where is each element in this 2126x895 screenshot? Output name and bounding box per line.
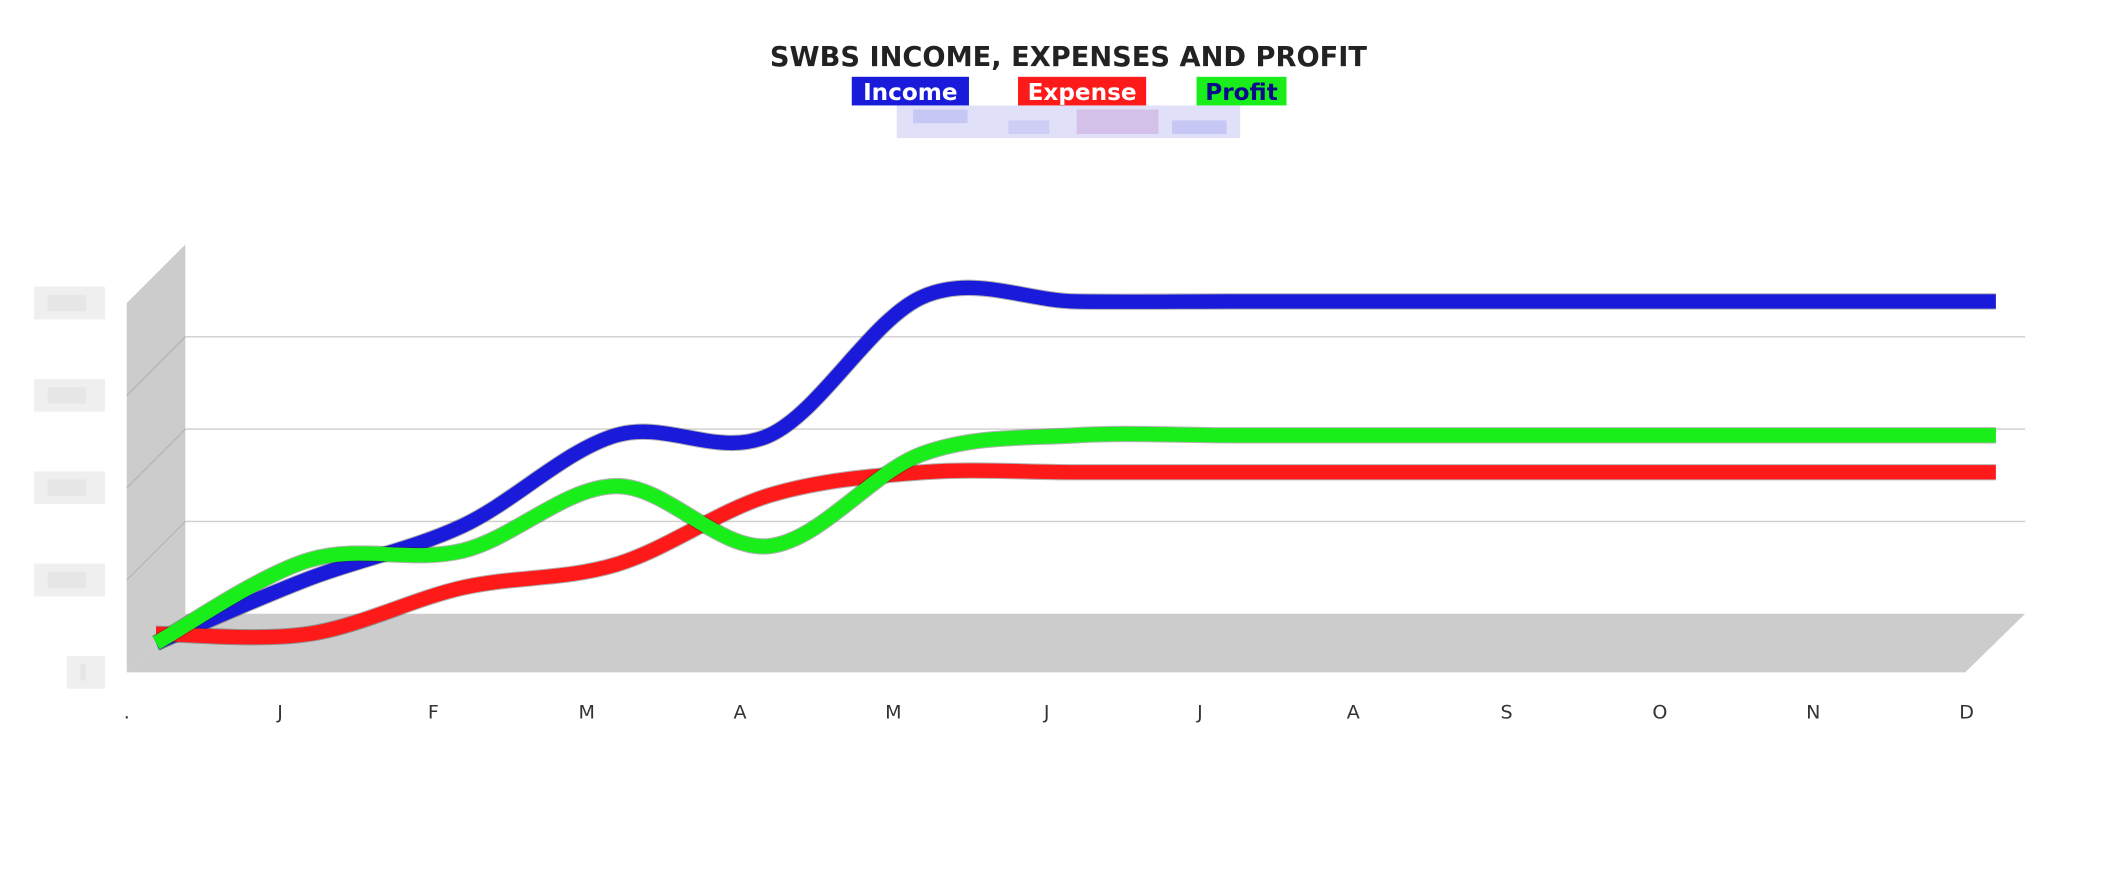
- x-tick-label: J: [1043, 702, 1050, 724]
- x-tick-label: F: [428, 702, 439, 724]
- x-tick-label: A: [1347, 702, 1360, 724]
- blurred-tick-label: [66, 656, 105, 689]
- legend-label: Income: [863, 80, 958, 106]
- series-line: [152, 426, 1996, 650]
- legend-swatch: [1196, 76, 1287, 106]
- x-tick-label: J: [276, 702, 283, 724]
- x-tick-label: N: [1806, 702, 1820, 724]
- x-tick-label: D: [1959, 702, 1974, 724]
- blurred-tick-label: [34, 471, 105, 505]
- floor: [126, 613, 2026, 673]
- wall-grid-line: [126, 428, 186, 489]
- blurred-tick-label: [34, 286, 105, 320]
- x-tick-label: M: [578, 702, 594, 724]
- x-tick-label: .: [124, 702, 130, 724]
- wall-grid-line: [126, 336, 186, 396]
- blurred-subtitle: [896, 105, 1241, 139]
- chart-title: SWBS INCOME, EXPENSES AND PROFIT: [770, 42, 1367, 73]
- x-tick-label: M: [885, 702, 901, 724]
- blur-block: [80, 664, 86, 681]
- x-tick-label: A: [733, 702, 746, 724]
- blurred-tick-label: [34, 563, 105, 597]
- x-tick-label: J: [1196, 702, 1203, 724]
- blur-block: [47, 294, 86, 312]
- series-line: [155, 463, 1996, 645]
- legend-swatch: [1018, 76, 1147, 106]
- blur-block: [47, 571, 86, 589]
- blur-block: [47, 387, 86, 404]
- wall-grid-line: [126, 520, 186, 581]
- legend-label: Expense: [1028, 80, 1137, 106]
- x-tick-label: S: [1501, 702, 1513, 724]
- x-tick-label: O: [1652, 702, 1667, 724]
- legend-swatch: [851, 76, 969, 106]
- blur-block: [47, 479, 86, 496]
- blurred-tick-label: [34, 379, 105, 412]
- legend-label: Profit: [1205, 80, 1278, 106]
- blur-block: [66, 656, 105, 689]
- series-line: [153, 280, 1996, 650]
